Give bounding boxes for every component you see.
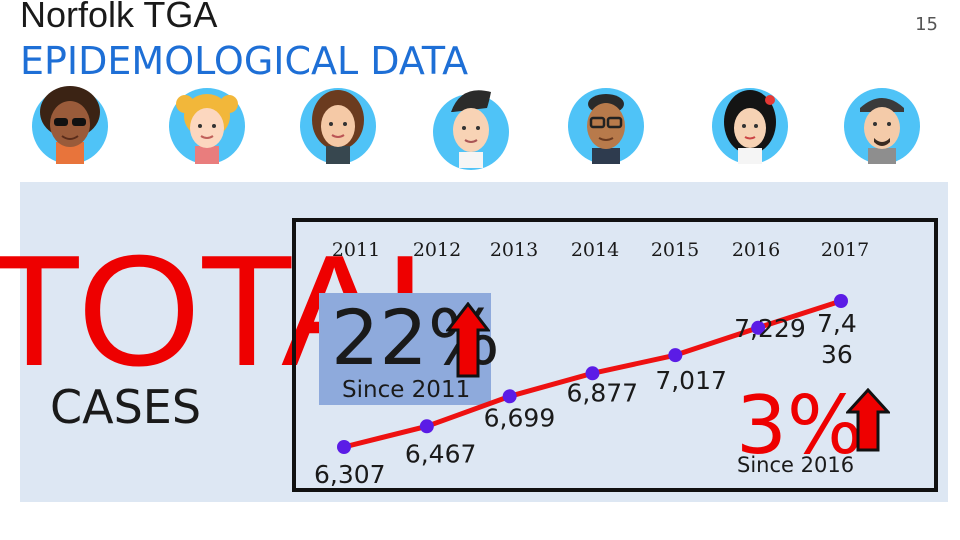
- year-tick-label: 2012: [413, 239, 461, 261]
- year-tick-label: 2016: [732, 239, 780, 261]
- data-label: 7,4: [817, 309, 857, 338]
- girl-blonde-avatar-icon: [169, 88, 245, 164]
- up-arrow-icon: [446, 302, 490, 378]
- woman-brown-hair-avatar-icon: [300, 88, 376, 164]
- woman-sunglasses-avatar-icon: [32, 86, 108, 164]
- data-point: [419, 419, 434, 434]
- year-tick-label: 2017: [821, 239, 869, 261]
- growth-2016-value: 3%: [736, 379, 863, 472]
- man-quiff-avatar-icon: [433, 90, 509, 170]
- chart-frame: [292, 218, 938, 492]
- year-tick-label: 2014: [571, 239, 619, 261]
- page-title: Norfolk TGA: [20, 0, 218, 35]
- man-cap-avatar-icon: [844, 88, 920, 164]
- data-label: 6,877: [567, 378, 639, 407]
- growth-2016-caption: Since 2016: [737, 453, 855, 477]
- data-label: 36: [821, 340, 853, 369]
- data-point: [585, 366, 600, 381]
- data-point: [668, 348, 683, 363]
- data-label: 6,307: [314, 460, 386, 489]
- data-label: 6,699: [484, 403, 556, 432]
- page-subtitle: EPIDEMOLOGICAL DATA: [20, 39, 469, 83]
- cases-heading: CASES: [50, 380, 202, 434]
- data-label: 7,017: [655, 366, 727, 395]
- year-tick-label: 2013: [490, 239, 538, 261]
- data-label: 6,467: [405, 439, 477, 468]
- up-arrow-icon: [846, 388, 890, 452]
- woman-black-hair-avatar-icon: [712, 88, 788, 164]
- data-point: [502, 389, 517, 404]
- growth-2011-caption: Since 2011: [342, 377, 471, 403]
- year-tick-label: 2015: [651, 239, 699, 261]
- data-label: 7,229: [734, 314, 806, 343]
- data-point: [751, 320, 766, 335]
- man-glasses-avatar-icon: [568, 88, 644, 164]
- data-point: [834, 294, 848, 308]
- data-point: [337, 440, 351, 454]
- avatar-row: [0, 82, 960, 180]
- year-tick-label: 2011: [332, 239, 380, 261]
- page-number: 15: [915, 14, 938, 35]
